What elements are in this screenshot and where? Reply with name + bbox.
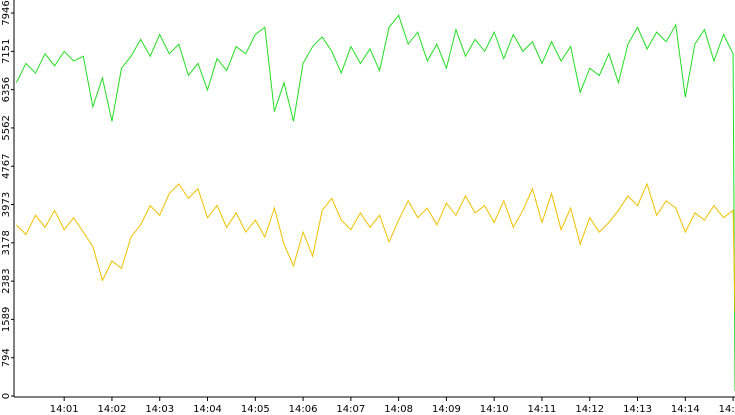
- y-tick-label: 4767: [1, 154, 12, 179]
- y-tick-label: 2383: [1, 268, 12, 293]
- x-tick-label: 14:05: [241, 404, 270, 415]
- x-tick-label: 14:04: [193, 404, 222, 415]
- y-tick-label: 3178: [1, 230, 12, 255]
- x-tick-label: 14:12: [575, 404, 604, 415]
- x-tick-label: 14:03: [145, 404, 174, 415]
- x-tick-label: 14:01: [50, 404, 79, 415]
- y-tick-label: 1589: [1, 307, 12, 332]
- series-line: [16, 182, 735, 312]
- x-tick-label: 14:11: [528, 404, 557, 415]
- y-tick-label: 794: [1, 348, 12, 367]
- series-line: [15, 14, 735, 392]
- x-tick-label: 14:15: [719, 404, 735, 415]
- x-tick-label: 14:14: [671, 404, 700, 415]
- y-tick-label: 6356: [1, 77, 12, 102]
- y-tick-label: 5562: [1, 115, 12, 140]
- x-tick-label: 14:10: [480, 404, 509, 415]
- x-tick-label: 14:13: [623, 404, 652, 415]
- y-tick-label: 3973: [1, 192, 12, 217]
- y-tick-label: 0: [1, 393, 12, 399]
- x-tick-label: 14:09: [432, 404, 461, 415]
- x-tick-label: 14:06: [289, 404, 318, 415]
- y-tick-label: 7151: [1, 39, 12, 64]
- x-tick-label: 14:02: [98, 404, 127, 415]
- y-tick-label: 7946: [1, 0, 12, 25]
- x-tick-label: 14:08: [384, 404, 413, 415]
- x-tick-label: 14:07: [336, 404, 365, 415]
